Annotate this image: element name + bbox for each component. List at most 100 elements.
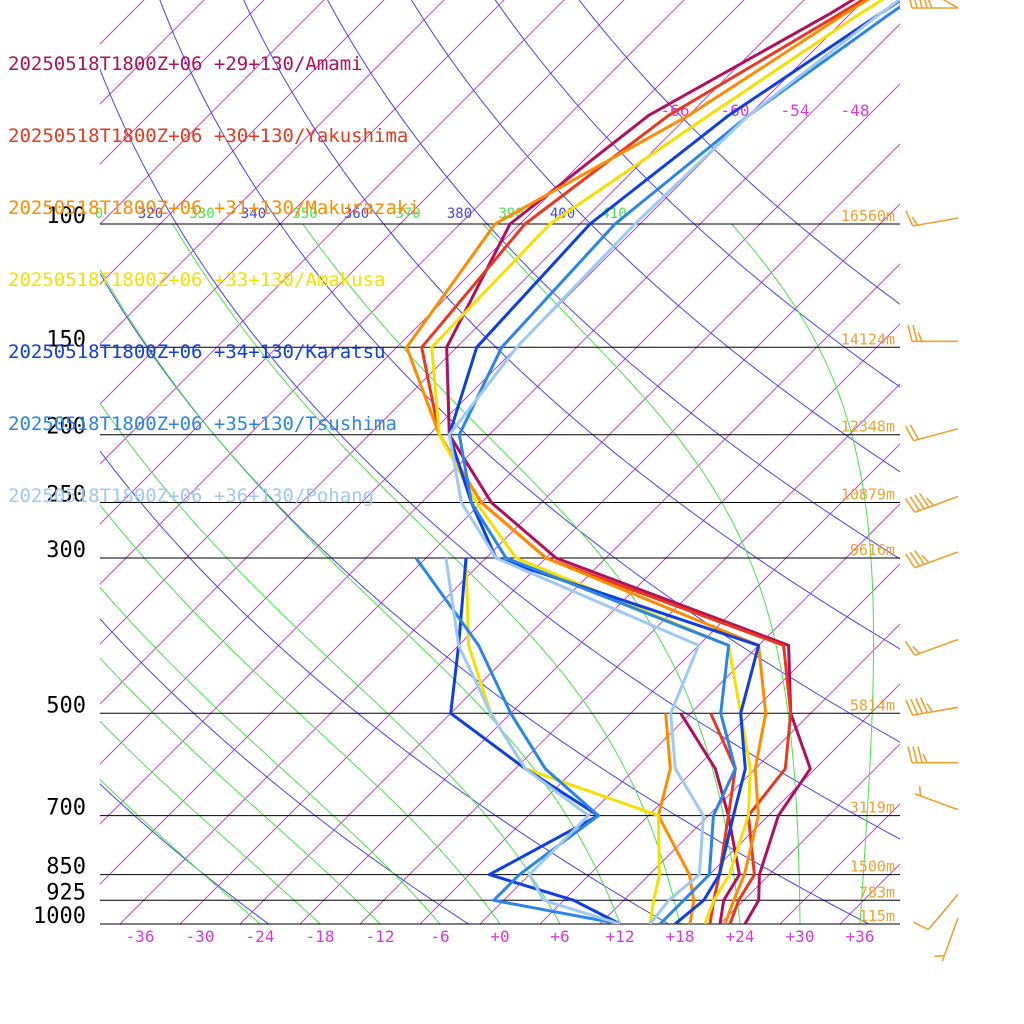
height-label: 1500m [850, 858, 895, 876]
pressure-label: 500 [46, 693, 86, 718]
barb-feather [909, 496, 921, 512]
isotherm-line [419, 443, 900, 924]
barb-feather [912, 645, 921, 655]
isotherm-line [479, 503, 900, 924]
legend-entry-karatsu: 20250518T1800Z+06 +34+130/Karatsu [8, 341, 386, 363]
isotherm-line [100, 23, 900, 825]
theta-label: 0 [95, 206, 103, 222]
wind-barb [904, 638, 959, 656]
isotherm-line [100, 0, 445, 345]
temperature-line [430, 0, 885, 924]
pressure-label: 100 [46, 204, 86, 229]
height-label: 3119m [850, 799, 895, 817]
barb-feather [912, 324, 918, 342]
isotherm-lines [100, 0, 900, 924]
barb-feather [919, 697, 929, 713]
wind-barb [904, 549, 959, 569]
temperature-tick-label: +36 [846, 927, 875, 946]
dewpoint-line [679, 712, 741, 924]
legend-entry-tsushima: 20250518T1800Z+06 +35+130/Tsushima [8, 413, 397, 435]
barb-feather [914, 0, 918, 9]
barb-staff [914, 793, 959, 811]
dry-adiabat [578, 0, 900, 305]
isotherm-line [100, 0, 565, 465]
legend-entry-makurazaki: 20250518T1800Z+06 +31+130/Makurazaki [8, 197, 420, 219]
barb-staff [942, 0, 959, 9]
isotherm-line [599, 623, 900, 924]
temperature-tick-label: -18 [306, 927, 335, 946]
temperature-tick-label: -6 [430, 927, 449, 946]
height-label: 10879m [841, 486, 895, 504]
height-label: 5814m [850, 696, 895, 714]
barb-feather [919, 0, 923, 9]
isotherm-line [659, 683, 900, 924]
legend: 20250518T1800Z+06 +29+130/Amami 20250518… [8, 4, 420, 532]
wind-barb [942, 0, 959, 9]
barb-feather [926, 497, 935, 507]
temperature-tick-label: +12 [606, 927, 635, 946]
isotherm-line [539, 563, 900, 924]
isotherm-line [179, 203, 900, 924]
barb-feather [911, 216, 919, 226]
legend-entry-amami: 20250518T1800Z+06 +29+130/Amami [8, 53, 363, 75]
dewpoint-line [656, 713, 696, 924]
pressure-label: 700 [46, 796, 86, 821]
dry-adiabat [100, 68, 900, 840]
wind-barb [913, 893, 959, 931]
temperature-tick-label: +24 [726, 927, 755, 946]
isotherm-line [100, 0, 865, 765]
isotherm-line [299, 323, 900, 924]
barb-feather [904, 497, 916, 513]
isotherm-line [359, 383, 900, 924]
barb-feather [904, 553, 916, 569]
barb-staff [912, 706, 959, 717]
isotherm-line [119, 143, 900, 924]
barb-feather [914, 494, 925, 510]
dewpoint-line [464, 557, 661, 924]
barb-feather [921, 554, 930, 564]
barb-feather [922, 753, 928, 764]
barb-feather [907, 324, 913, 342]
dewpoint-line [414, 557, 621, 924]
barb-staff [941, 917, 959, 962]
pressure-label: 925 [46, 880, 86, 905]
barb-feather [918, 786, 922, 796]
theta-label: 350 [292, 206, 317, 222]
dewpoint-line [444, 557, 621, 924]
height-label: 12348m [841, 418, 895, 436]
barb-feather [915, 697, 924, 714]
barb-staff [912, 217, 959, 227]
pressure-label: 250 [46, 483, 86, 508]
isotherm-line [239, 263, 900, 924]
wind-barb [907, 746, 958, 764]
barb-feather [910, 698, 919, 715]
barb-feather [904, 640, 916, 656]
temperature-tick-label: +6 [550, 927, 569, 946]
barb-staff [914, 495, 959, 514]
barb-feather [917, 746, 923, 763]
isotherm-line [100, 0, 505, 405]
pressure-label: 200 [46, 415, 86, 440]
wind-barb [914, 786, 959, 811]
dry-adiabat [327, 0, 900, 560]
wind-barb [934, 917, 959, 962]
temperature-line [405, 0, 870, 924]
barb-feather [909, 551, 921, 567]
wind-barb [904, 492, 959, 514]
height-label: 783m [859, 883, 895, 901]
wind-barbs [904, 0, 959, 962]
isotherm-line [100, 83, 900, 885]
isotherm-line [100, 0, 745, 645]
legend-entry-amakusa: 20250518T1800Z+06 +33+130/Amakusa [8, 269, 386, 291]
wind-barb [904, 424, 959, 442]
theta-label: 380 [447, 206, 472, 222]
theta-label: 330 [189, 206, 214, 222]
temperature-tick-label: -12 [366, 927, 395, 946]
height-label: 16560m [841, 207, 895, 225]
theta-label: 320 [138, 206, 163, 222]
isotherm-line [100, 0, 625, 525]
barb-staff [914, 551, 959, 569]
height-label: 14124m [841, 330, 895, 348]
isotherm-label: -54 [781, 101, 810, 120]
theta-label: 340 [241, 206, 266, 222]
